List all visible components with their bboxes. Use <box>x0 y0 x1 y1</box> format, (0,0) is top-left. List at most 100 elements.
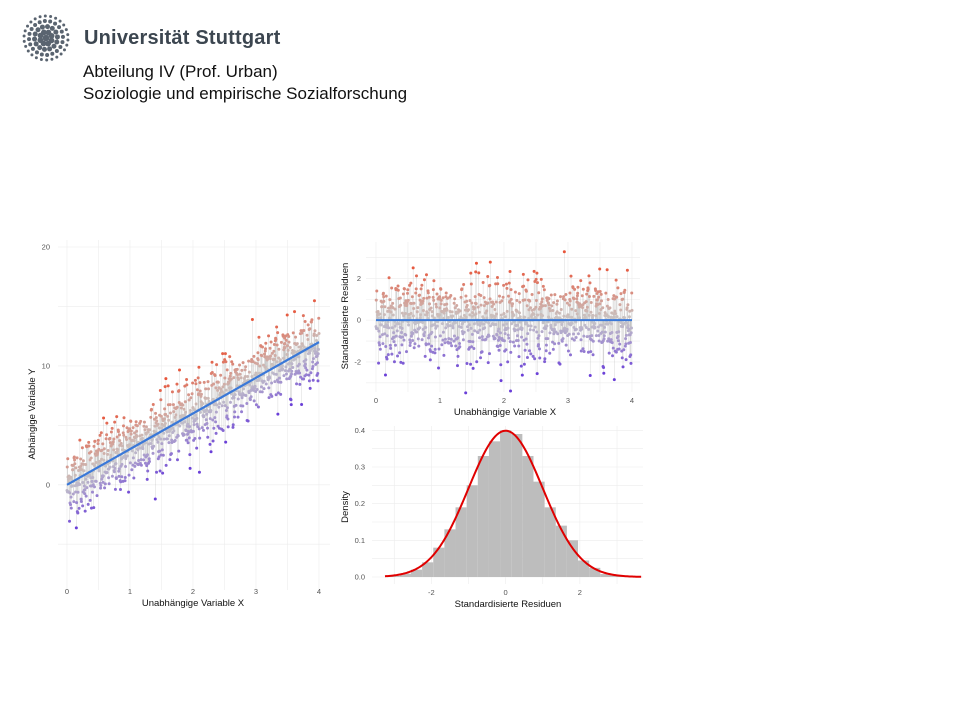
scatter-point <box>77 465 81 469</box>
residual-point <box>561 320 565 324</box>
scatter-point <box>175 382 179 386</box>
residual-point <box>421 299 425 303</box>
scatter-point <box>296 352 300 356</box>
residual-point <box>486 333 490 337</box>
scatter-point <box>171 426 175 430</box>
logo-dot <box>42 34 50 42</box>
scatter-point <box>80 462 84 466</box>
residual-point <box>510 322 514 326</box>
scatter-point <box>108 460 112 464</box>
residual-point <box>440 343 444 347</box>
residual-point <box>618 303 622 307</box>
histogram-bar <box>500 430 512 577</box>
scatter-point <box>263 365 267 369</box>
residual-point <box>445 308 449 312</box>
residual-point <box>599 292 603 296</box>
scatter-point <box>186 432 190 436</box>
scatter-point <box>145 453 149 457</box>
residual-grid <box>366 242 640 392</box>
scatter-point <box>158 469 162 473</box>
scatter-point <box>199 393 203 397</box>
residual-point <box>404 299 408 303</box>
residual-point <box>451 326 455 330</box>
scatter-point <box>88 484 92 488</box>
scatter-point <box>261 380 265 384</box>
residual-point <box>587 295 591 299</box>
scatter-point <box>69 503 73 507</box>
scatter-point <box>309 342 313 346</box>
residual-point <box>542 288 546 292</box>
logo-dot <box>33 17 37 21</box>
residual-point <box>546 296 550 300</box>
residual-point <box>550 304 554 308</box>
scatter-point <box>227 377 231 381</box>
residual-point <box>480 319 484 323</box>
scatter-point <box>187 436 191 440</box>
scatter-point <box>165 430 169 434</box>
residual-point <box>423 354 427 358</box>
scatter-point <box>306 337 310 341</box>
residual-point <box>596 329 600 333</box>
scatter-point <box>225 414 229 418</box>
scatter-point <box>269 393 273 397</box>
scatter-point <box>315 334 319 338</box>
scatter-point <box>112 448 116 452</box>
scatter-point <box>195 416 199 420</box>
histogram-bar <box>422 562 434 577</box>
residual-point <box>430 310 434 314</box>
scatter-point <box>274 372 278 376</box>
logo-dot <box>37 20 42 25</box>
scatter-point <box>233 410 237 414</box>
residual-point <box>609 322 613 326</box>
scatter-point <box>241 381 245 385</box>
residual-point <box>617 347 621 351</box>
scatter-point <box>121 456 125 460</box>
scatter-point <box>253 386 257 390</box>
residual-point <box>377 312 381 316</box>
scatter-point <box>137 462 141 466</box>
residual-point <box>424 342 428 346</box>
scatter-point <box>296 349 300 353</box>
residual-y-axis-label: Standardisierte Residuen <box>340 263 351 370</box>
scatter-point <box>107 476 111 480</box>
scatter-point <box>262 379 266 383</box>
residual-point <box>574 320 578 324</box>
residual-point <box>393 307 397 311</box>
residual-point <box>467 308 471 312</box>
scatter-point <box>107 482 111 486</box>
residual-x-tick-label: 4 <box>630 396 634 405</box>
residual-point <box>470 314 474 318</box>
scatter-point <box>301 314 305 318</box>
scatter-point <box>133 461 137 465</box>
scatter-point <box>162 431 166 435</box>
residual-point <box>422 332 426 336</box>
scatter-point <box>248 383 252 387</box>
residual-point <box>522 362 526 366</box>
residual-point <box>428 302 432 306</box>
residual-point <box>558 316 562 320</box>
scatter-point <box>282 374 286 378</box>
scatter-point <box>210 383 214 387</box>
scatter-point <box>303 364 307 368</box>
residual-point <box>601 306 605 310</box>
residual-point <box>405 302 409 306</box>
residual-point <box>623 321 627 325</box>
scatter-point <box>147 457 151 461</box>
scatter-point <box>139 437 143 441</box>
residual-point <box>428 307 432 311</box>
histogram-x-tick-label: 0 <box>504 588 508 597</box>
residual-point <box>534 305 538 309</box>
scatter-point <box>69 495 73 499</box>
scatter-point <box>113 466 117 470</box>
scatter-point <box>214 431 218 435</box>
scatter-point <box>138 434 142 438</box>
residual-point <box>468 340 472 344</box>
residual-point <box>408 341 412 345</box>
residual-point <box>468 299 472 303</box>
scatter-point <box>235 368 239 372</box>
scatter-point <box>195 388 199 392</box>
scatter-point <box>140 436 144 440</box>
residual-point <box>537 334 541 338</box>
residual-point <box>412 346 416 350</box>
scatter-point <box>186 422 190 426</box>
